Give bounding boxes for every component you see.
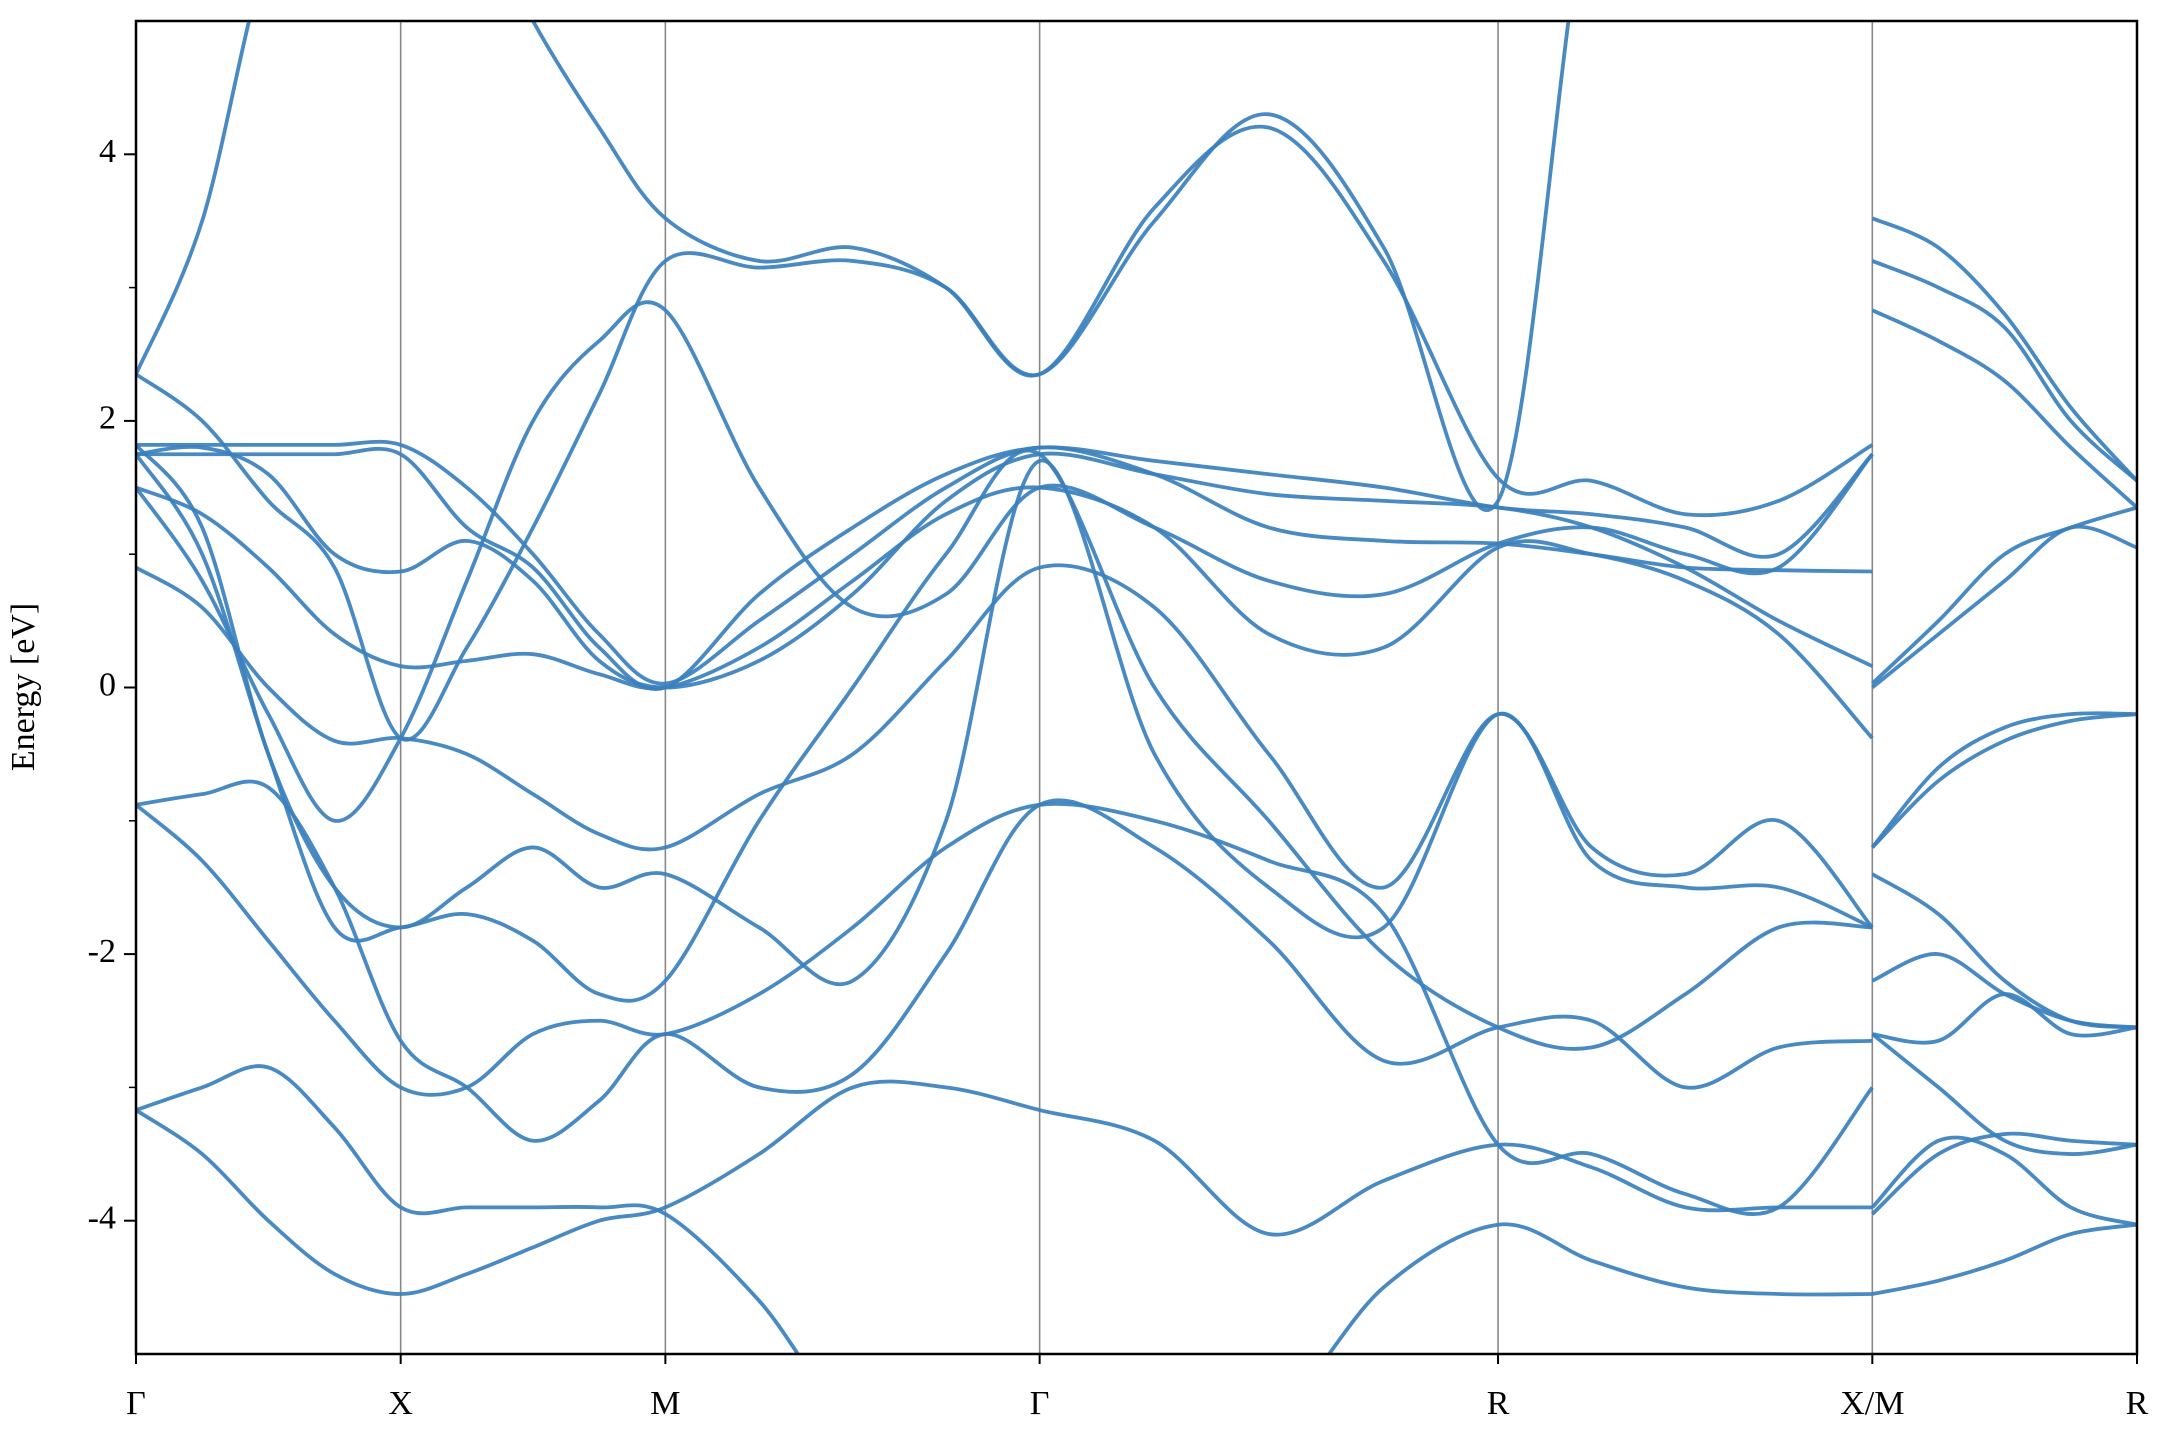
plot-frame (134, 19, 2139, 1356)
x-tick-label: Γ (126, 1385, 146, 1422)
x-tick-label: X/M (1840, 1385, 1904, 1422)
band-line (136, 448, 2137, 1051)
band-line (136, 21, 2137, 518)
band-line (136, 259, 2137, 691)
y-tick-label: -4 (88, 1199, 116, 1236)
y-tick-label: 2 (99, 400, 116, 437)
band-line (136, 444, 2137, 690)
x-tick-label: Γ (1030, 1385, 1050, 1422)
band-line (136, 21, 2137, 1227)
band-line (136, 443, 2137, 1030)
x-tick-label: R (1487, 1385, 1510, 1422)
y-tick-label: -2 (88, 933, 116, 970)
y-tick-label: 0 (99, 666, 116, 703)
bands (136, 21, 2137, 1354)
band-line (136, 563, 2137, 929)
x-tick-label: R (2126, 1385, 2149, 1422)
band-line (136, 300, 2137, 1156)
x-tick-label: X (388, 1385, 413, 1422)
band-line (136, 1064, 2137, 1354)
y-tick-label: 4 (99, 133, 116, 170)
y-axis-label: Energy [eV] (5, 603, 42, 771)
band-line (136, 308, 2137, 686)
x-tick-label: M (650, 1385, 680, 1422)
